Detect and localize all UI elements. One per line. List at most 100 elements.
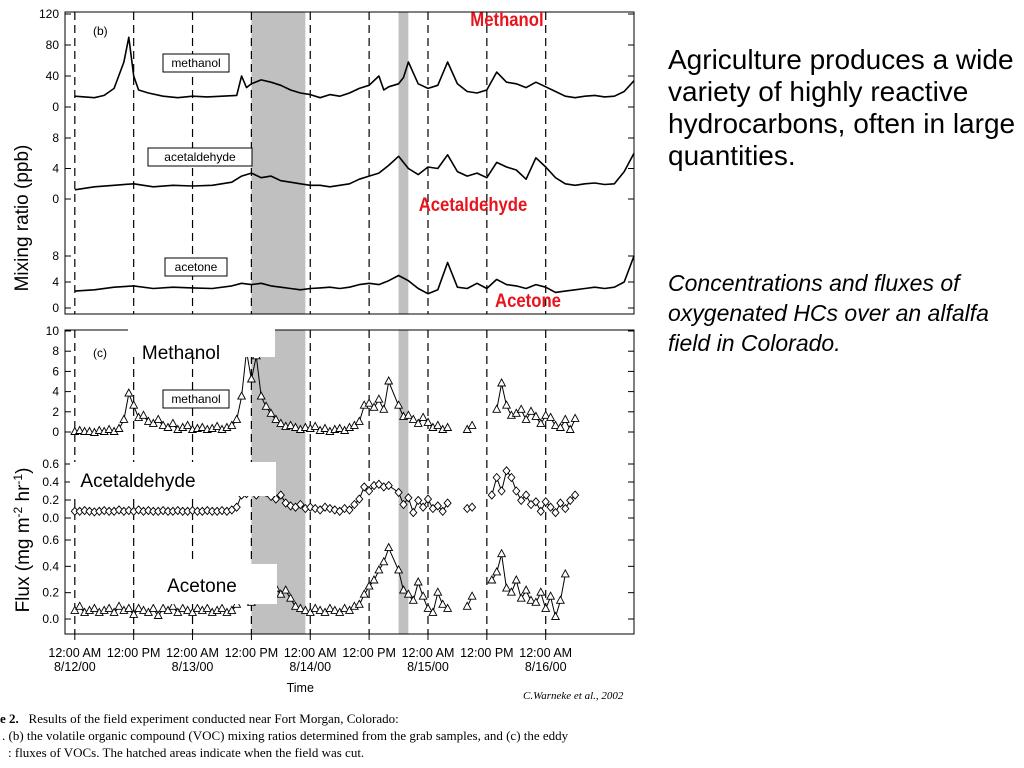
data-point-acetaldehyde-74 — [438, 506, 447, 516]
data-point-acetone-83 — [511, 575, 521, 584]
data-point-acetone-91 — [550, 611, 561, 620]
c-ytick-label-methanol-3: 4 — [52, 385, 59, 399]
b-ytick-label-acetone-0: 8 — [52, 249, 59, 263]
data-point-methanol-76 — [462, 424, 472, 433]
x-axis-title: Time — [287, 681, 314, 695]
data-point-methanol-42 — [276, 418, 286, 427]
data-point-methanol-69 — [413, 418, 423, 427]
data-point-acetone-92 — [555, 595, 565, 604]
xtick-label-1: 12:00 PM — [107, 646, 161, 660]
cut-period-shade-b-0 — [251, 12, 306, 314]
data-point-acetaldehyde-90 — [546, 502, 555, 512]
data-point-acetaldehyde-64 — [384, 480, 393, 491]
data-point-acetaldehyde-24 — [188, 505, 197, 516]
data-point-methanol-86 — [531, 411, 541, 420]
data-point-acetone-13 — [134, 603, 144, 612]
data-point-acetone-46 — [295, 603, 305, 612]
data-point-methanol-23 — [183, 420, 193, 429]
data-point-acetaldehyde-80 — [497, 486, 506, 496]
data-point-methanol-15 — [143, 416, 153, 425]
b-ytick-label-acetaldehyde-1: 4 — [52, 162, 59, 176]
data-point-methanol-91 — [555, 422, 565, 431]
overlay-block-acetaldehyde — [70, 462, 276, 496]
c-ytick-label-acetaldehyde-2: 0.2 — [42, 493, 59, 507]
c-ytick-label-acetaldehyde-0: 0.6 — [42, 457, 59, 471]
c-ytick-label-methanol-4: 2 — [52, 405, 59, 419]
slide-heading: Agriculture produces a wide variety of h… — [668, 44, 1016, 171]
overlay-label-c-methanol: Methanol — [142, 343, 220, 364]
data-point-acetaldehyde-94 — [566, 495, 575, 506]
data-point-methanol-85 — [526, 406, 536, 415]
data-point-methanol-88 — [541, 410, 551, 419]
data-point-acetaldehyde-56 — [345, 505, 354, 515]
data-point-acetone-52 — [325, 603, 335, 612]
c-ytick-label-methanol-0: 10 — [46, 324, 60, 338]
data-point-acetaldehyde-89 — [541, 497, 550, 507]
data-point-acetone-8 — [109, 607, 119, 616]
data-point-acetaldehyde-42 — [276, 490, 285, 500]
c-ytick-label-acetaldehyde-3: 0.0 — [42, 511, 59, 525]
data-point-acetaldehyde-6 — [100, 505, 109, 516]
c-ytick-label-acetone-1: 0.4 — [42, 559, 59, 573]
data-point-acetone-77 — [467, 591, 477, 600]
series-label-box-b-methanol — [162, 53, 230, 73]
data-point-methanol-79 — [497, 378, 507, 387]
xtick-date-label-2: 8/13/00 — [172, 660, 214, 674]
c-ytick-label-methanol-1: 8 — [52, 344, 59, 358]
data-point-acetone-19 — [163, 605, 173, 614]
data-point-acetaldehyde-83 — [512, 486, 521, 496]
data-point-acetone-93 — [560, 568, 570, 578]
data-point-methanol-26 — [197, 422, 207, 431]
data-point-acetaldehyde-77 — [468, 502, 477, 512]
data-point-acetaldehyde-81 — [502, 466, 511, 476]
xtick-label-0: 12:00 AM — [48, 646, 101, 660]
data-point-acetaldehyde-91 — [551, 507, 560, 518]
data-point-acetone-45 — [290, 601, 301, 610]
data-point-acetone-72 — [428, 607, 438, 616]
data-point-acetone-1 — [75, 601, 85, 610]
data-point-methanol-45 — [290, 422, 301, 431]
data-point-acetaldehyde-67 — [404, 493, 413, 503]
data-point-methanol-32 — [227, 420, 237, 429]
data-point-acetaldehyde-57 — [350, 499, 359, 510]
data-point-acetone-65 — [394, 564, 404, 574]
data-point-methanol-68 — [408, 414, 418, 423]
data-point-acetaldehyde-82 — [507, 472, 516, 483]
data-point-methanol-51 — [320, 423, 330, 432]
data-point-acetaldehyde-9 — [114, 505, 124, 515]
data-point-acetaldehyde-78 — [487, 490, 496, 500]
data-point-acetaldehyde-84 — [517, 495, 526, 506]
data-point-acetone-88 — [536, 587, 546, 596]
data-point-methanol-57 — [349, 420, 359, 429]
data-point-acetone-44 — [286, 593, 296, 602]
xtick-label-2: 12:00 AM — [166, 646, 219, 660]
data-point-methanol-82 — [511, 408, 521, 417]
caption-line-3: : fluxes of VOCs. The hatched areas indi… — [8, 745, 365, 760]
data-point-acetone-82 — [506, 587, 516, 596]
data-point-acetone-73 — [433, 587, 443, 596]
data-point-acetone-47 — [300, 605, 310, 614]
data-point-acetone-80 — [497, 548, 507, 558]
data-point-acetaldehyde-65 — [394, 487, 403, 498]
data-point-acetone-89 — [541, 603, 551, 612]
data-point-acetone-27 — [202, 603, 212, 612]
data-point-acetone-50 — [315, 605, 325, 614]
data-point-methanol-84 — [521, 414, 531, 423]
data-point-methanol-10 — [119, 414, 129, 423]
data-point-methanol-89 — [546, 412, 556, 421]
data-point-acetaldehyde-85 — [522, 490, 531, 500]
citation-credit: C.Warneke et al., 2002 — [523, 690, 624, 702]
panel-label-c: (c) — [93, 346, 107, 360]
data-point-methanol-44 — [286, 420, 296, 429]
b-ytick-label-acetone-1: 4 — [52, 275, 59, 289]
data-point-methanol-14 — [138, 410, 149, 419]
data-point-methanol-73 — [433, 420, 443, 429]
overlay-block-methanol — [128, 325, 275, 357]
data-point-acetaldehyde-15 — [144, 505, 153, 516]
data-point-acetone-54 — [335, 607, 345, 616]
data-point-acetaldehyde-46 — [296, 499, 305, 510]
data-point-acetone-15 — [143, 607, 153, 616]
data-point-methanol-29 — [212, 421, 222, 430]
data-point-acetone-23 — [183, 605, 193, 614]
data-point-acetone-79 — [492, 566, 502, 576]
